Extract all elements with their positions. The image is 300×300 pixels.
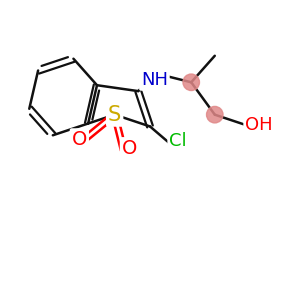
Text: OH: OH xyxy=(245,116,273,134)
Circle shape xyxy=(183,74,200,91)
Text: O: O xyxy=(72,130,87,149)
Text: O: O xyxy=(122,139,137,158)
Text: Cl: Cl xyxy=(169,132,187,150)
Text: NH: NH xyxy=(141,71,168,89)
Circle shape xyxy=(206,106,223,123)
Text: S: S xyxy=(108,105,121,125)
